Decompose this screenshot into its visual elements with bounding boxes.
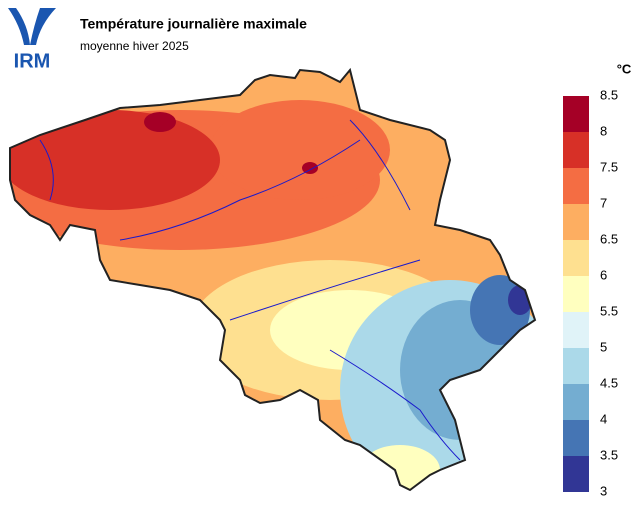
legend-swatch [563, 240, 589, 276]
legend-swatch [563, 96, 589, 132]
legend-tick-label: 3 [600, 483, 607, 498]
legend-tick-label: 6.5 [600, 231, 618, 246]
legend-swatch [563, 312, 589, 348]
legend-tick-label: 7.5 [600, 159, 618, 174]
legend-swatch [563, 348, 589, 384]
map-fill [10, 70, 535, 490]
title: Température journalière maximale [80, 16, 307, 32]
subtitle: moyenne hiver 2025 [80, 39, 189, 53]
legend-tick-label: 8.5 [600, 87, 618, 102]
legend-swatch [563, 276, 589, 312]
legend-swatch [563, 168, 589, 204]
legend-unit: °C [617, 61, 632, 76]
legend: 3 3.5 4 4.5 5 5.5 6 6.5 7 7.5 8 8.5 [563, 87, 618, 498]
legend-tick-label: 7 [600, 195, 607, 210]
legend-tick-label: 6 [600, 267, 607, 282]
logo-text: IRM [14, 50, 51, 72]
legend-swatch [563, 384, 589, 420]
legend-swatch [563, 132, 589, 168]
legend-tick-label: 5.5 [600, 303, 618, 318]
legend-tick-label: 5 [600, 339, 607, 354]
legend-tick-label: 8 [600, 123, 607, 138]
legend-tick-label: 4.5 [600, 375, 618, 390]
legend-tick-label: 3.5 [600, 447, 618, 462]
legend-swatch [563, 204, 589, 240]
legend-swatch [563, 420, 589, 456]
legend-tick-label: 4 [600, 411, 607, 426]
logo: IRM [8, 8, 56, 72]
legend-swatch [563, 456, 589, 492]
